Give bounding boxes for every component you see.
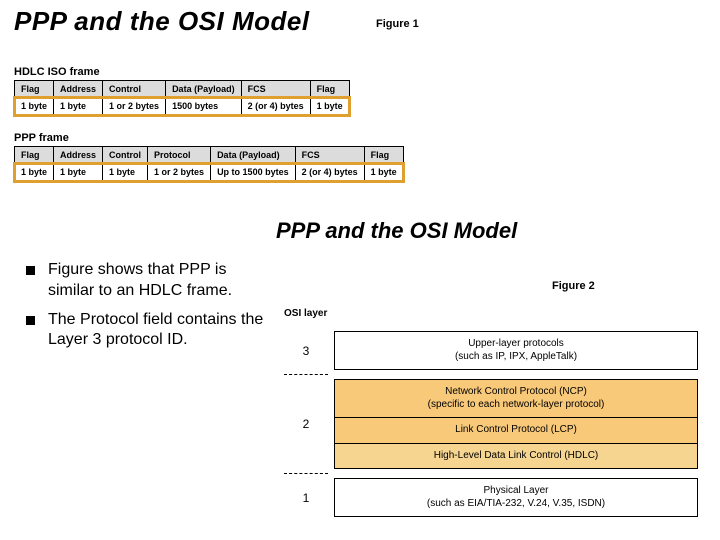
osi-separator (284, 374, 328, 375)
figure-1-label: Figure 1 (376, 18, 419, 30)
cell: 2 (or 4) bytes (241, 98, 310, 115)
figure-2-label: Figure 2 (552, 280, 595, 292)
osi-ncp-box: Network Control Protocol (NCP) (specific… (335, 380, 697, 418)
ppp-frame-block: PPP frame Flag Address Control Protocol … (14, 132, 404, 181)
col-header: Control (103, 81, 166, 98)
bullet-list: Figure shows that PPP is similar to an H… (26, 260, 266, 359)
col-header: Flag (310, 81, 349, 98)
subtitle: PPP and the OSI Model (276, 218, 517, 244)
hdlc-frame-table: Flag Address Control Data (Payload) FCS … (14, 80, 350, 115)
col-header: FCS (241, 81, 310, 98)
osi-header: OSI layer (284, 308, 698, 319)
col-header: Address (54, 81, 103, 98)
col-header: Flag (15, 81, 54, 98)
table-row: 1 byte 1 byte 1 or 2 bytes 1500 bytes 2 … (15, 98, 350, 115)
ppp-frame-title: PPP frame (14, 132, 404, 144)
cell: 1 byte (54, 98, 103, 115)
osi-layer-3-box: Upper-layer protocols (such as IP, IPX, … (334, 331, 698, 370)
osi-layer-number: 3 (278, 344, 334, 358)
osi-layer-2-stack: Network Control Protocol (NCP) (specific… (334, 379, 698, 469)
cell: 1 or 2 bytes (148, 164, 211, 181)
cell: 1 or 2 bytes (103, 98, 166, 115)
hdlc-frame-title: HDLC ISO frame (14, 66, 350, 78)
col-header: Data (Payload) (166, 81, 242, 98)
col-header: Address (54, 147, 103, 164)
cell: 1 byte (364, 164, 403, 181)
col-header: Control (103, 147, 148, 164)
col-header: Protocol (148, 147, 211, 164)
hdlc-frame-block: HDLC ISO frame Flag Address Control Data… (14, 66, 350, 115)
table-row: 1 byte 1 byte 1 byte 1 or 2 bytes Up to … (15, 164, 404, 181)
osi-hdlc-box: High-Level Data Link Control (HDLC) (335, 444, 697, 469)
osi-layer-1-row: 1 Physical Layer (such as EIA/TIA-232, V… (278, 478, 698, 517)
osi-diagram: OSI layer 3 Upper-layer protocols (such … (278, 308, 698, 519)
cell: 1 byte (15, 98, 54, 115)
cell: 2 (or 4) bytes (295, 164, 364, 181)
list-item: Figure shows that PPP is similar to an H… (26, 260, 266, 302)
osi-separator (284, 473, 328, 474)
list-item: The Protocol field contains the Layer 3 … (26, 310, 266, 352)
table-header-row: Flag Address Control Protocol Data (Payl… (15, 147, 404, 164)
osi-layer-number: 2 (278, 417, 334, 431)
cell: 1 byte (15, 164, 54, 181)
cell: 1 byte (54, 164, 103, 181)
cell: Up to 1500 bytes (211, 164, 296, 181)
page-title: PPP and the OSI Model (14, 6, 310, 37)
osi-layer-1-box: Physical Layer (such as EIA/TIA-232, V.2… (334, 478, 698, 517)
col-header: FCS (295, 147, 364, 164)
col-header: Flag (15, 147, 54, 164)
cell: 1500 bytes (166, 98, 242, 115)
cell: 1 byte (103, 164, 148, 181)
osi-layer-3-row: 3 Upper-layer protocols (such as IP, IPX… (278, 331, 698, 370)
osi-layer-2-row: 2 Network Control Protocol (NCP) (specif… (278, 379, 698, 469)
ppp-frame-table: Flag Address Control Protocol Data (Payl… (14, 146, 404, 181)
col-header: Data (Payload) (211, 147, 296, 164)
cell: 1 byte (310, 98, 349, 115)
osi-layer-number: 1 (278, 491, 334, 505)
table-header-row: Flag Address Control Data (Payload) FCS … (15, 81, 350, 98)
col-header: Flag (364, 147, 403, 164)
osi-lcp-box: Link Control Protocol (LCP) (335, 418, 697, 444)
